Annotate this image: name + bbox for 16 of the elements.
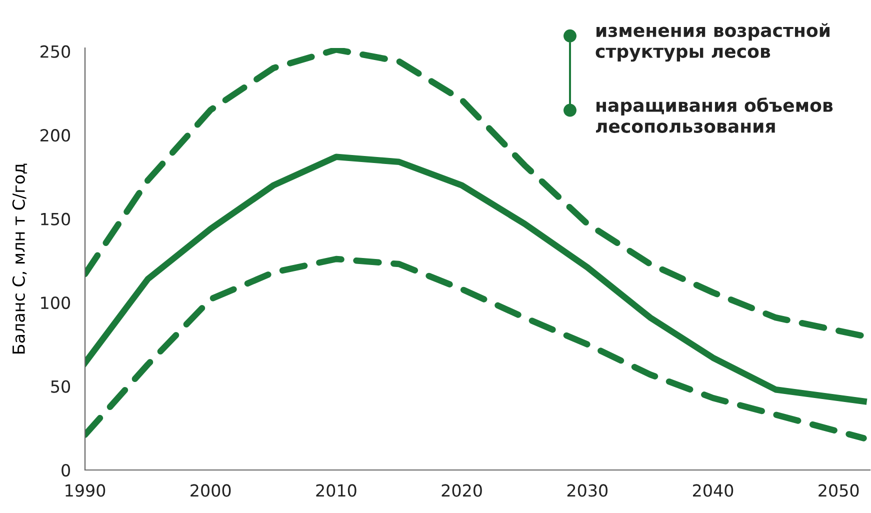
y-tick-label: 100 xyxy=(41,296,70,310)
x-tick-label: 2040 xyxy=(693,484,734,497)
x-tick-label: 2010 xyxy=(316,484,356,497)
x-tick-label: 2030 xyxy=(567,484,608,497)
annotation: наращивания объемов лесопользования xyxy=(596,97,833,133)
x-tick-label: 2050 xyxy=(818,484,859,497)
x-tick-label: 2000 xyxy=(190,484,231,497)
x-tick-label: 1990 xyxy=(66,484,106,497)
y-tick-label: 250 xyxy=(40,45,70,58)
y-tick-label: 0 xyxy=(62,464,70,477)
y-tick-label: 150 xyxy=(41,212,70,226)
x-tick-label: 2020 xyxy=(442,484,482,497)
y-tick-label: 50 xyxy=(51,380,70,393)
y-axis-title: Баланс С, млн т С/год xyxy=(12,164,28,354)
y-tick-label: 200 xyxy=(40,129,70,142)
annotation: изменения возрастной структуры лесов xyxy=(596,23,830,62)
